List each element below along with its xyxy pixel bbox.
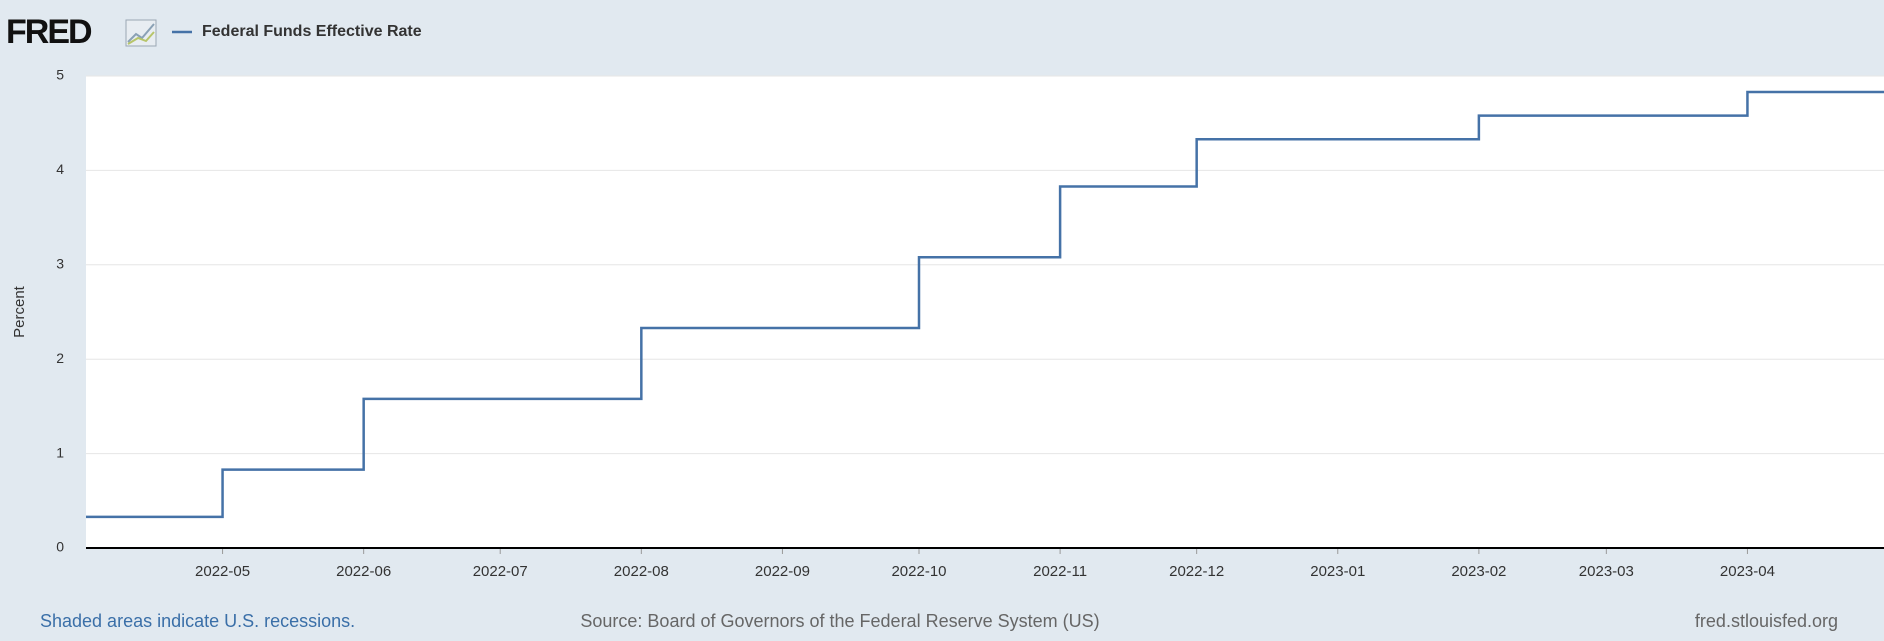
x-tick-label: 2022-09 (755, 563, 810, 580)
x-tick-label: 2022-08 (614, 563, 669, 580)
legend-label: Federal Funds Effective Rate (202, 23, 422, 40)
x-tick-label: 2022-10 (891, 563, 946, 580)
y-tick-label: 1 (56, 444, 64, 460)
x-tick-label: 2022-07 (473, 563, 528, 580)
y-tick-label: 2 (56, 350, 64, 366)
x-tick-label: 2023-01 (1310, 563, 1365, 580)
logo: FRED (6, 13, 92, 51)
x-tick-label: 2022-05 (195, 563, 250, 580)
x-tick-label: 2023-03 (1579, 563, 1634, 580)
source: Source: Board of Governors of the Federa… (580, 611, 1099, 631)
y-axis-label: Percent (11, 285, 28, 338)
y-tick-label: 3 (56, 256, 64, 272)
site: fred.stlouisfed.org (1695, 611, 1838, 631)
plot-area (86, 76, 1884, 548)
x-tick-label: 2023-04 (1720, 563, 1775, 580)
recession-note[interactable]: Shaded areas indicate U.S. recessions. (40, 611, 355, 631)
x-tick-label: 2022-06 (336, 563, 391, 580)
x-tick-label: 2022-12 (1169, 563, 1224, 580)
x-tick-label: 2023-02 (1451, 563, 1506, 580)
y-tick-label: 4 (56, 161, 64, 177)
x-tick-label: 2022-11 (1033, 563, 1087, 580)
y-tick-label: 5 (56, 67, 64, 83)
data-line (86, 90, 1884, 519)
y-tick-label: 0 (56, 539, 64, 555)
logo-icon (125, 19, 157, 47)
